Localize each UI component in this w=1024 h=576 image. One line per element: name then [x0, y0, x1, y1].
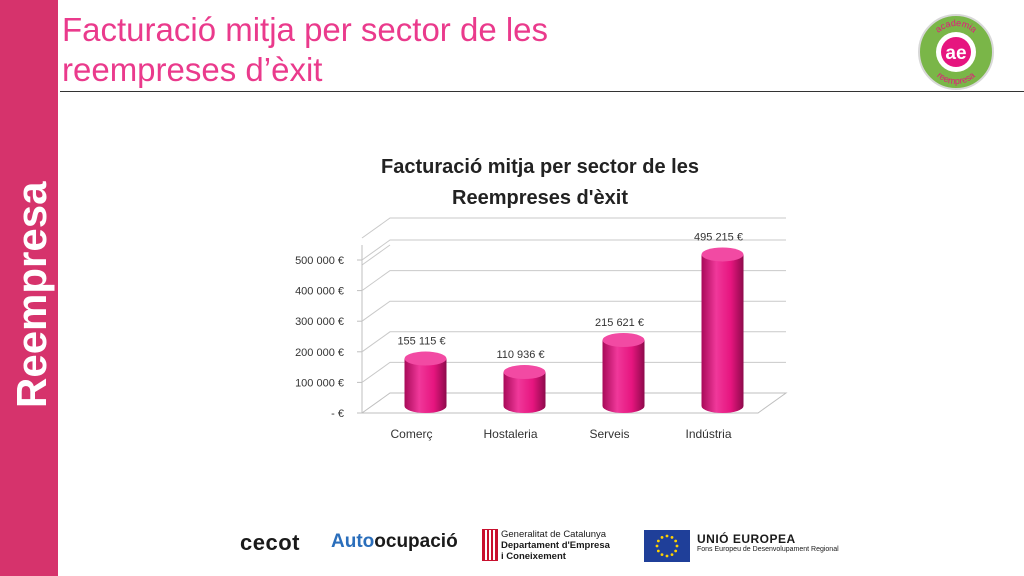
gridline-top — [361, 217, 786, 239]
gridline — [361, 270, 786, 292]
eu-flag-icon — [644, 530, 690, 562]
bar-top — [503, 365, 546, 380]
cecot-logo: cecot — [240, 530, 300, 555]
y-tick-label: 300 000 € — [295, 316, 344, 328]
gridline — [361, 300, 786, 322]
side-band — [0, 0, 58, 576]
bar — [503, 372, 546, 414]
autoocupacio-logo: Autoocupació — [331, 531, 458, 553]
svg-text:academia: academia — [933, 18, 979, 35]
x-tick-label: Indústria — [685, 427, 731, 441]
chart-title: Facturació mitja per sector de les Reemp… — [300, 152, 780, 214]
x-tick-label: Hostaleria — [483, 427, 537, 441]
logo-arc-top: academia — [933, 18, 979, 35]
data-label: 110 936 € — [496, 349, 544, 361]
y-tick-label: 400 000 € — [295, 286, 344, 298]
data-label: 155 115 € — [397, 336, 445, 348]
gridline — [361, 331, 786, 353]
bar-top — [701, 247, 744, 262]
y-tick-label: 100 000 € — [295, 377, 344, 389]
auto-prefix: Auto — [331, 531, 375, 552]
bar-top — [602, 333, 645, 348]
chart-title-line-1: Facturació mitja per sector de les — [381, 156, 699, 178]
bar — [404, 358, 447, 414]
eu-logo: UNIÓ EUROPEA Fons Europeu de Desenvolupa… — [697, 532, 839, 553]
gencat-line-2: Departament d'Empresa — [501, 540, 610, 551]
x-tick-label: Serveis — [589, 427, 629, 441]
x-tick-label: Comerç — [390, 427, 432, 441]
logo-arc-bottom: reempresa — [935, 70, 977, 86]
y-tick-label: 500 000 € — [295, 255, 344, 267]
gencat-flag-icon — [482, 529, 498, 561]
slide-title-line-2: reempreses d’èxit — [62, 51, 323, 88]
chart-title-line-2: Reempreses d'èxit — [452, 187, 628, 209]
data-label: 215 621 € — [595, 317, 644, 329]
side-logo-text: Reempresa — [8, 181, 55, 408]
slide-title-line-1: Facturació mitja per sector de les — [62, 11, 549, 48]
gridline — [361, 361, 786, 383]
logo-letters: ae — [945, 43, 966, 64]
footer-logos: cecot Autoocupació Generalitat de Catalu… — [230, 522, 850, 568]
bar — [602, 340, 645, 414]
y-tick-label: - € — [331, 408, 344, 420]
gencat-logo: Generalitat de Catalunya Departament d'E… — [501, 529, 610, 562]
eu-subtitle: Fons Europeu de Desenvolupament Regional — [697, 546, 839, 553]
reempresa-side-logo: Reempresa — [8, 181, 55, 408]
data-label: 495 215 € — [694, 231, 743, 243]
wall-edge — [361, 244, 391, 266]
svg-text:reempresa: reempresa — [935, 70, 977, 86]
eu-title: UNIÓ EUROPEA — [697, 532, 796, 546]
gencat-line-3: i Coneixement — [501, 551, 566, 562]
bar — [701, 254, 744, 414]
academia-reempresa-logo: ae academia reempresa — [918, 14, 994, 90]
gencat-line-1: Generalitat de Catalunya — [501, 529, 607, 540]
gridline — [361, 239, 786, 261]
slide-title: Facturació mitja per sector de les reemp… — [62, 10, 762, 90]
chart-floor — [360, 392, 788, 414]
bar-top — [404, 351, 447, 366]
auto-suffix: ocupació — [374, 531, 458, 552]
y-tick-label: 200 000 € — [295, 347, 344, 359]
title-rule — [60, 91, 1024, 92]
